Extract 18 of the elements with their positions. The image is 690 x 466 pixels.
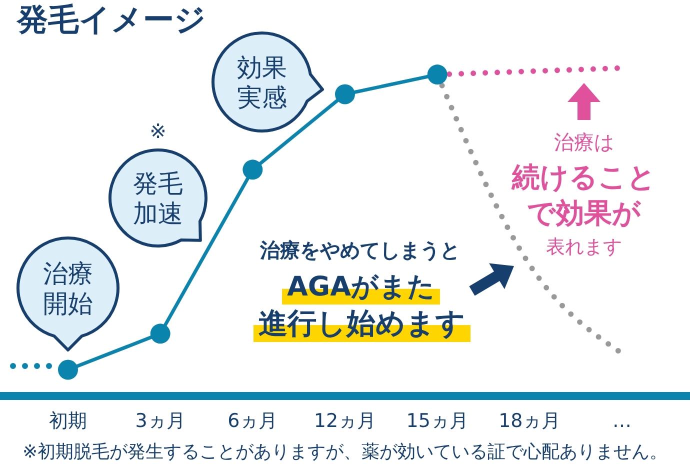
x-tick-label: 15ヵ月	[406, 410, 468, 432]
x-tick-label: 12ヵ月	[314, 410, 376, 432]
annotation: 表れます	[546, 236, 622, 258]
x-tick-label: …	[612, 410, 632, 432]
annotation: 治療開始	[43, 258, 93, 318]
annotation: 続けること	[512, 160, 656, 194]
annotation: 治療は	[554, 130, 614, 154]
x-tick-label: 18ヵ月	[498, 410, 561, 432]
annotation: 治療をやめてしまうと	[260, 238, 460, 262]
annotation: で効果が	[527, 196, 641, 230]
x-tick-label: 3ヵ月	[135, 410, 186, 432]
x-tick-label: 初期	[49, 410, 87, 432]
title: 発毛イメージ	[17, 2, 206, 38]
annotation: ※初期脱毛が発生することがありますが、薬が効いている証で心配ありません。	[22, 442, 668, 462]
x-tick-label: 6ヵ月	[228, 410, 278, 432]
annotation: ※	[150, 119, 166, 143]
annotation: 効果実感	[237, 52, 287, 112]
annotation: 発毛加速	[133, 168, 183, 228]
